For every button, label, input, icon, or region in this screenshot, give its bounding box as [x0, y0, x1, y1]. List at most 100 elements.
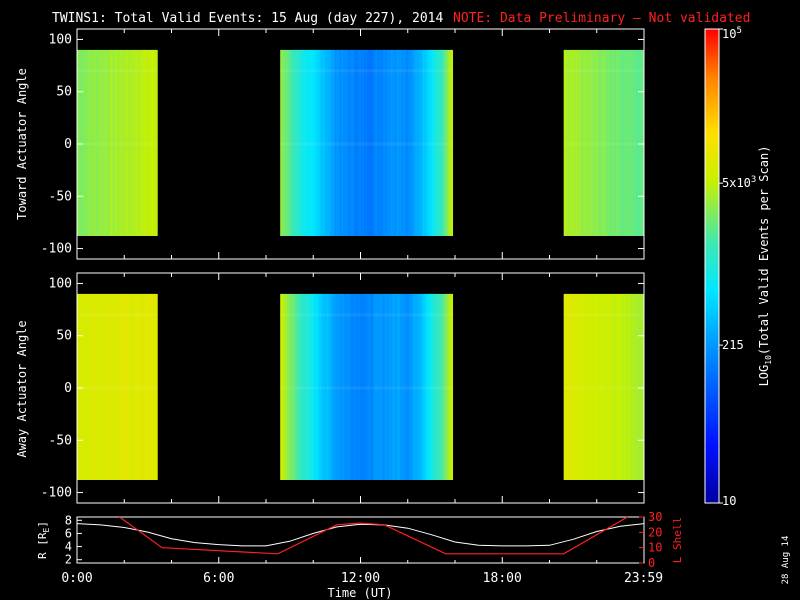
heatmap-cell	[377, 293, 380, 480]
heatmap-cell	[607, 49, 610, 236]
heatmap-cell	[292, 293, 295, 480]
heatmap-cell	[289, 293, 292, 480]
heatmap-cell	[139, 293, 142, 480]
heatmap-cell	[629, 293, 632, 480]
x-tick-label: 18:00	[483, 571, 522, 586]
heatmap-cell	[634, 293, 637, 480]
heatmap-cell	[412, 293, 415, 480]
heatmap-cell	[319, 293, 322, 480]
heatmap-cell	[145, 49, 148, 236]
heatmap-cell	[596, 293, 599, 480]
y-tick-label: 50	[56, 329, 72, 344]
heatmap-cell	[410, 293, 413, 480]
heatmap-cell	[133, 49, 136, 236]
heatmap-cell	[81, 49, 84, 236]
heatmap-cell	[77, 293, 79, 480]
heatmap-cell	[589, 293, 592, 480]
heatmap-cell	[614, 49, 617, 236]
heatmap-cell	[155, 49, 158, 236]
heatmap-cell	[310, 49, 313, 236]
heatmap-cell	[115, 49, 118, 236]
heatmap-cell	[283, 49, 286, 236]
heatmap-cell	[431, 49, 434, 236]
colorbar-tick-label: 5x103	[722, 175, 756, 190]
heatmap-cell	[325, 49, 328, 236]
heatmap-cell	[102, 293, 105, 480]
heatmap-cell	[386, 293, 389, 480]
heatmap-cell	[403, 49, 406, 236]
heatmap-cell	[341, 49, 344, 236]
y-tick-label: 50	[56, 85, 72, 100]
heatmap-cell	[599, 293, 602, 480]
heatmap-cell	[623, 49, 626, 236]
heatmap-cell	[118, 49, 121, 236]
heatmap-cell	[323, 49, 326, 236]
heatmap-cell	[314, 49, 317, 236]
heatmap-cell	[622, 293, 625, 480]
heatmap-cell	[343, 293, 346, 480]
heatmap-cell	[589, 49, 592, 236]
heatmap-band	[563, 69, 644, 73]
heatmap-cell	[328, 49, 331, 236]
toward-heatmap-cells	[77, 49, 644, 236]
heatmap-cell	[78, 49, 81, 236]
heatmap-cell	[343, 49, 346, 236]
heatmap-cell	[290, 49, 293, 236]
heatmap-cell	[114, 49, 117, 236]
heatmap-cell	[308, 49, 311, 236]
heatmap-cell	[625, 49, 628, 236]
heatmap-cell	[397, 49, 400, 236]
heatmap-cell	[442, 293, 445, 480]
heatmap-cell	[310, 293, 313, 480]
heatmap-cell	[443, 49, 446, 236]
heatmap-cell	[380, 49, 383, 236]
heatmap-cell	[120, 49, 123, 236]
heatmap-cell	[424, 49, 427, 236]
r-tick-label: 6	[65, 526, 72, 540]
heatmap-cell	[148, 49, 151, 236]
heatmap-cell	[632, 293, 635, 480]
heatmap-cell	[136, 49, 139, 236]
time-axis-label: Time (UT)	[327, 586, 392, 600]
heatmap-cell	[143, 49, 146, 236]
heatmap-cell	[392, 49, 395, 236]
heatmap-cell	[389, 49, 392, 236]
heatmap-cell	[442, 49, 445, 236]
heatmap-cell	[299, 49, 302, 236]
heatmap-cell	[376, 293, 379, 480]
heatmap-cell	[382, 49, 385, 236]
colorbar-tick-label: 215	[722, 338, 744, 352]
heatmap-cell	[577, 293, 580, 480]
heatmap-cell	[280, 293, 283, 480]
heatmap-cell	[78, 293, 81, 480]
heatmap-cell	[425, 49, 428, 236]
heatmap-cell	[148, 293, 151, 480]
heatmap-cell	[286, 49, 289, 236]
y-tick-label: -50	[49, 433, 72, 448]
heatmap-band	[280, 142, 453, 146]
heatmap-cell	[575, 293, 578, 480]
heatmap-cell	[632, 49, 635, 236]
heatmap-cell	[370, 49, 373, 236]
heatmap-cell	[103, 49, 106, 236]
heatmap-cell	[347, 293, 350, 480]
heatmap-cell	[331, 293, 334, 480]
heatmap-band	[77, 386, 158, 390]
x-tick-label: 0:00	[61, 571, 92, 586]
heatmap-cell	[388, 293, 391, 480]
heatmap-cell	[302, 49, 305, 236]
heatmap-cell	[563, 49, 566, 236]
heatmap-cell	[117, 49, 120, 236]
heatmap-cell	[311, 293, 314, 480]
heatmap-cell	[639, 49, 641, 236]
heatmap-cell	[619, 49, 622, 236]
heatmap-cell	[419, 49, 422, 236]
heatmap-cell	[581, 49, 584, 236]
heatmap-cell	[640, 49, 643, 236]
heatmap-cell	[313, 49, 316, 236]
heatmap-cell	[635, 49, 638, 236]
heatmap-cell	[85, 49, 88, 236]
